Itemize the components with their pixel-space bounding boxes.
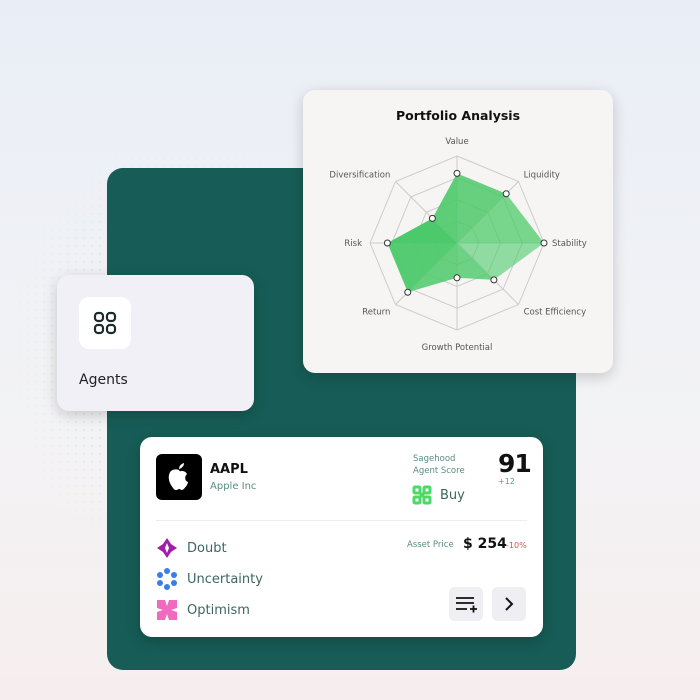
asset-price: $ 254 (463, 536, 507, 552)
radar-point (383, 239, 391, 247)
radar-point (453, 169, 461, 177)
mood-doubt: Doubt (156, 537, 227, 559)
score-change: +12 (498, 477, 515, 486)
optimism-icon (157, 600, 177, 620)
radar-point (490, 276, 498, 284)
stock-card: AAPL Apple Inc Sagehood Agent Score 91 +1… (140, 437, 543, 637)
radar-chart: Value Liquidity Stability Cost Efficiency Gr… (329, 137, 587, 353)
radar-sector (457, 173, 507, 243)
next-button[interactable] (492, 587, 526, 621)
uncertainty-icon (157, 568, 177, 590)
radar-sector (387, 218, 457, 243)
mood-label: Doubt (187, 540, 227, 556)
radar-axis-label: Value (445, 137, 468, 147)
mood-uncertainty: Uncertainty (156, 568, 263, 590)
radar-sector (457, 243, 494, 280)
radar-point (428, 214, 436, 222)
radar-point (502, 190, 510, 198)
signal-badge: Buy (412, 485, 465, 505)
radar-axis-label: Return (362, 308, 390, 318)
radar-point (453, 274, 461, 282)
agent-score-label: Sagehood Agent Score (413, 453, 465, 477)
signal-label: Buy (440, 487, 465, 503)
divider (156, 520, 527, 521)
mood-label: Uncertainty (187, 571, 263, 587)
agents-label: Agents (79, 372, 128, 388)
radar-axis-label: Stability (552, 239, 587, 249)
mood-optimism: Optimism (156, 599, 250, 621)
radar-point (540, 239, 548, 247)
chevron-right-icon (505, 597, 514, 611)
doubt-icon (157, 538, 177, 558)
radar-sector (387, 243, 457, 293)
add-to-list-button[interactable] (449, 587, 483, 621)
agent-score: 91 (498, 449, 532, 478)
score-label-line2: Agent Score (413, 466, 465, 476)
radar-axis-label: Diversification (329, 170, 390, 180)
radar-axis-label: Cost Efficiency (524, 308, 587, 318)
portfolio-analysis-card: Portfolio Analysis Value Liquidity Stabili… (303, 90, 613, 373)
buy-icon (412, 485, 432, 505)
price-change: -10% (506, 541, 527, 550)
ticker: AAPL (210, 462, 248, 477)
radar-axis-label: Liquidity (524, 170, 560, 180)
apple-logo-icon (156, 454, 202, 500)
grid-icon (79, 297, 131, 349)
company-name: Apple Inc (210, 481, 257, 492)
radar-axis-label: Risk (344, 239, 362, 249)
radar-point (404, 288, 412, 296)
playlist-add-icon (456, 597, 477, 613)
card-title: Portfolio Analysis (395, 108, 521, 123)
radar-sector (432, 173, 457, 243)
radar-axis-label: Growth Potential (422, 343, 493, 353)
asset-price-label: Asset Price (407, 540, 454, 550)
radar-sector (457, 243, 544, 280)
mood-label: Optimism (187, 602, 250, 618)
score-label-line1: Sagehood (413, 454, 456, 464)
radar-sector (457, 193, 544, 243)
agents-card[interactable]: Agents (57, 275, 254, 411)
